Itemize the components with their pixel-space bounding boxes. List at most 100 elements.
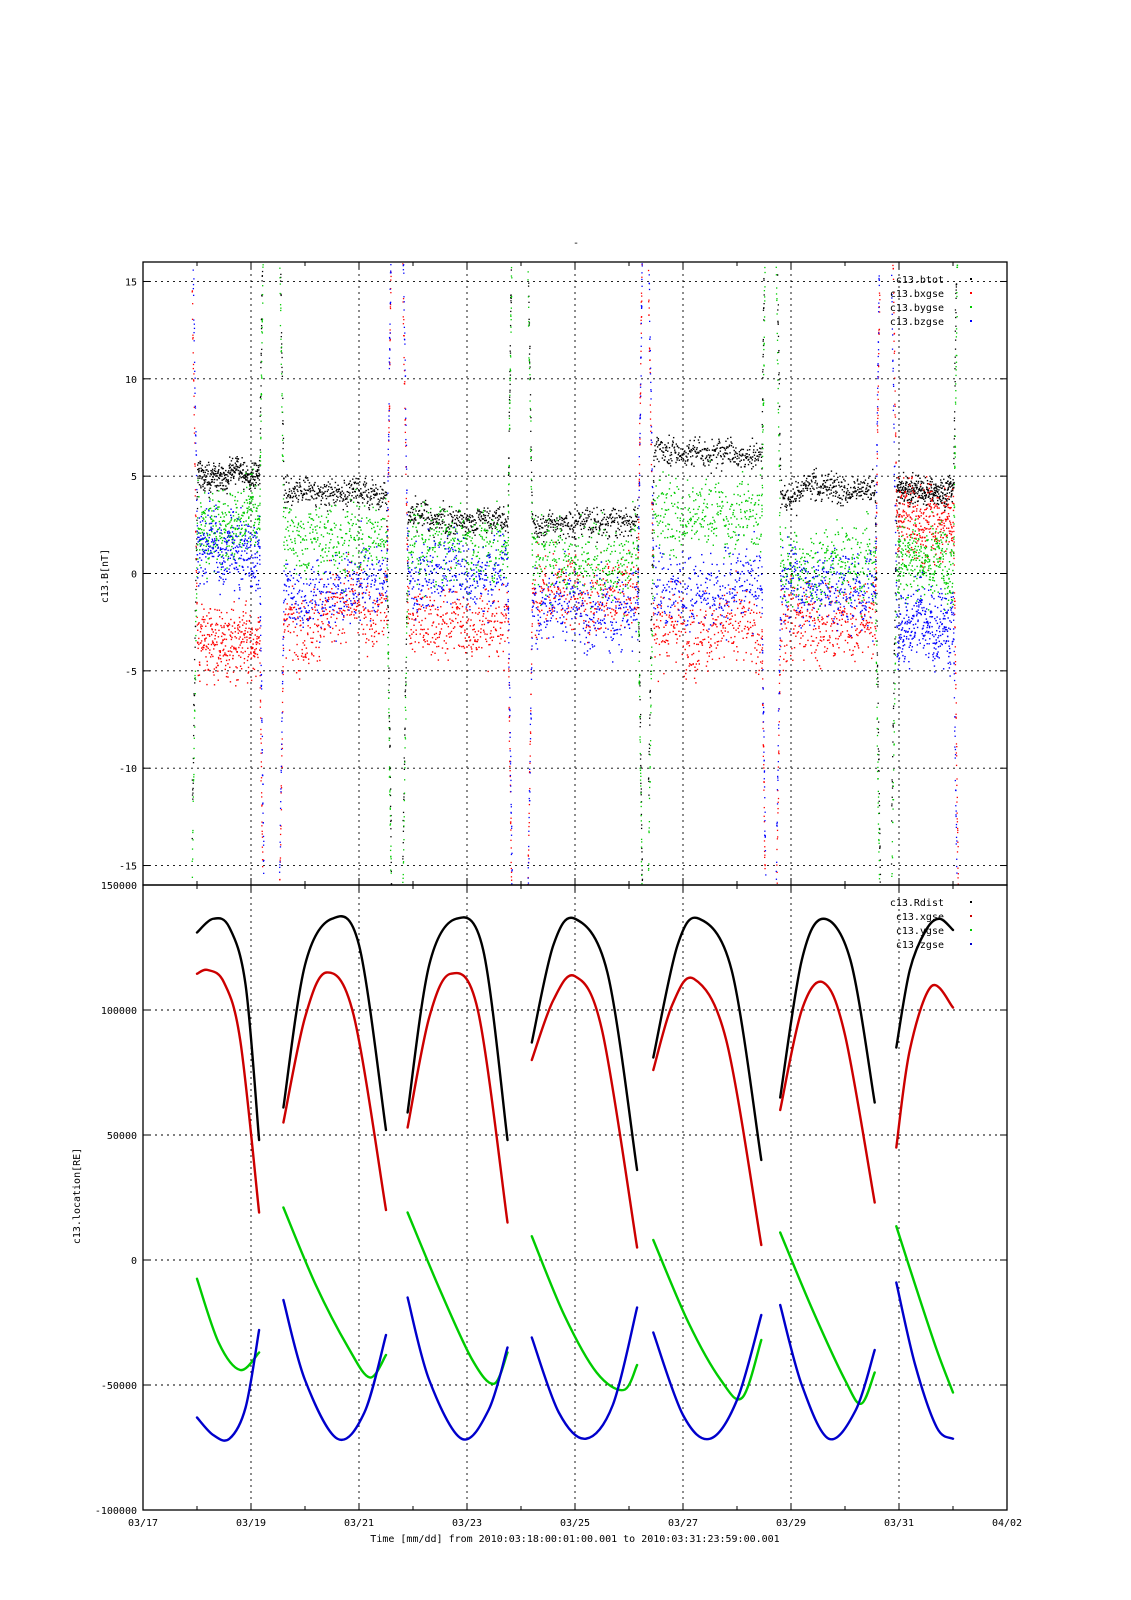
- b-field-point: [951, 492, 953, 495]
- b-field-point: [649, 404, 651, 406]
- b-field-point: [416, 506, 418, 508]
- b-field-point: [367, 496, 369, 498]
- b-field-point: [606, 591, 609, 593]
- b-field-point: [560, 568, 562, 571]
- b-field-point: [713, 445, 715, 447]
- b-field-point: [624, 520, 626, 522]
- b-field-point: [212, 631, 214, 633]
- b-field-point: [503, 513, 505, 515]
- b-field-point: [835, 485, 837, 487]
- b-field-point: [844, 611, 846, 613]
- b-field-point: [950, 481, 952, 483]
- b-field-point: [838, 619, 841, 621]
- b-field-point: [374, 623, 377, 626]
- b-field-point: [777, 322, 779, 324]
- b-field-point: [371, 610, 373, 612]
- b-field-point: [332, 494, 335, 497]
- b-field-point: [348, 598, 351, 600]
- b-field-point: [690, 451, 692, 453]
- b-field-point: [198, 484, 201, 486]
- b-field-point: [380, 505, 382, 507]
- b-field-point: [508, 466, 510, 468]
- b-field-point: [653, 459, 655, 462]
- b-field-point: [601, 596, 603, 599]
- b-field-point: [710, 638, 712, 640]
- b-field-point: [756, 649, 758, 651]
- b-field-point: [202, 646, 204, 648]
- b-field-point: [917, 482, 919, 484]
- b-field-point: [194, 678, 196, 680]
- b-field-point: [627, 535, 629, 537]
- b-field-point: [954, 362, 956, 364]
- b-field-point: [250, 653, 252, 655]
- b-field-point: [841, 612, 843, 614]
- b-field-point: [713, 622, 715, 625]
- b-field-point: [589, 510, 591, 513]
- b-field-point: [895, 516, 897, 518]
- b-field-point: [907, 477, 909, 480]
- b-field-point: [327, 495, 329, 498]
- b-field-point: [244, 604, 247, 606]
- b-field-point: [719, 622, 722, 625]
- b-field-point: [562, 587, 565, 589]
- b-field-point: [909, 483, 911, 485]
- b-field-point: [954, 411, 956, 413]
- b-field-point: [894, 642, 896, 644]
- b-field-point: [718, 657, 721, 660]
- b-field-point: [781, 503, 783, 505]
- b-field-point: [841, 611, 843, 613]
- b-field-point: [875, 547, 877, 550]
- b-field-point: [686, 460, 689, 462]
- b-field-point: [759, 447, 761, 449]
- b-field-point: [665, 445, 668, 448]
- b-field-point: [869, 498, 871, 501]
- b-field-point: [571, 628, 573, 631]
- b-field-point: [437, 523, 439, 525]
- b-field-point: [246, 682, 249, 684]
- b-field-point: [839, 606, 842, 608]
- b-field-point: [847, 633, 850, 636]
- b-field-point: [377, 498, 379, 500]
- b-field-point: [433, 641, 435, 643]
- b-field-point: [389, 746, 391, 748]
- b-field-point: [403, 768, 406, 770]
- b-field-point: [238, 479, 240, 481]
- b-field-point: [510, 879, 513, 881]
- b-field-point: [713, 454, 715, 456]
- b-field-point: [230, 476, 232, 479]
- b-field-point: [225, 480, 227, 482]
- b-field-point: [404, 431, 406, 434]
- b-field-point: [639, 444, 641, 446]
- b-field-point: [662, 635, 665, 637]
- b-field-point: [243, 622, 245, 624]
- b-field-point: [813, 469, 815, 471]
- b-field-point: [314, 609, 317, 611]
- b-field-point: [842, 614, 845, 616]
- b-field-point: [328, 495, 331, 497]
- b-field-point: [348, 494, 350, 496]
- b-field-point: [318, 646, 320, 649]
- b-field-point: [442, 513, 444, 516]
- b-field-point: [244, 476, 246, 478]
- b-field-point: [724, 627, 727, 629]
- b-field-point: [454, 601, 456, 603]
- b-field-point: [762, 704, 764, 706]
- b-field-point: [605, 604, 607, 607]
- b-field-point: [362, 606, 364, 608]
- b-field-point: [876, 664, 879, 667]
- b-field-point: [294, 603, 296, 605]
- b-field-point: [842, 610, 844, 612]
- b-field-point: [626, 524, 629, 526]
- b-field-point: [637, 556, 639, 558]
- b-field-point: [239, 636, 241, 638]
- b-field-point: [289, 495, 292, 498]
- b-field-point: [355, 497, 358, 499]
- b-field-point: [550, 526, 552, 528]
- b-field-point: [388, 677, 390, 680]
- b-field-point: [410, 642, 413, 645]
- b-field-point: [232, 464, 234, 466]
- b-field-point: [825, 486, 827, 488]
- b-field-point: [604, 595, 607, 597]
- b-field-point: [706, 660, 709, 663]
- b-field-point: [822, 636, 824, 638]
